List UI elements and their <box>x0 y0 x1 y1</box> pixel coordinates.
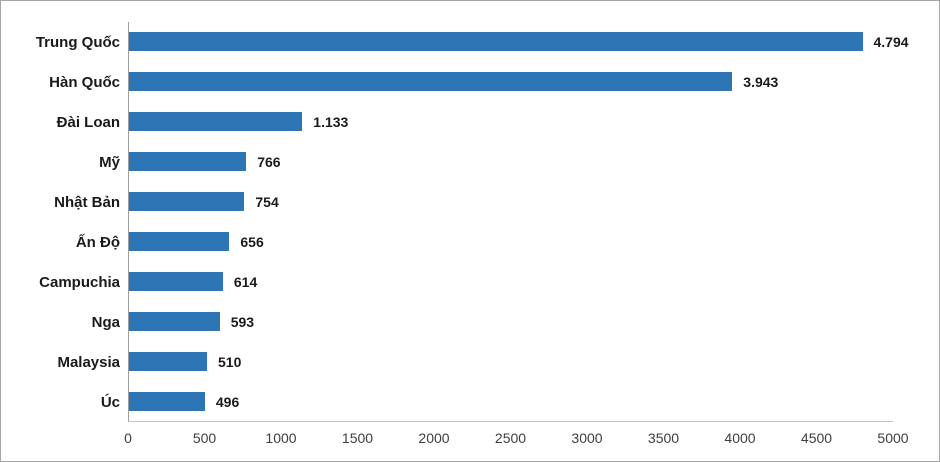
value-label: 754 <box>255 194 279 210</box>
bar-row: Campuchia 614 <box>39 262 893 302</box>
value-label: 3.943 <box>743 74 779 90</box>
x-tick-label: 2000 <box>418 430 450 446</box>
x-axis: 0 500 1000 1500 2000 2500 3000 3500 4000 4500 5000 <box>124 430 908 450</box>
category-label: Úc <box>100 393 120 411</box>
value-label: 4.794 <box>873 34 909 50</box>
x-tick-label: 1000 <box>265 430 297 446</box>
category-label: Mỹ <box>99 153 120 171</box>
category-label: Hàn Quốc <box>49 73 120 91</box>
bar <box>129 32 863 51</box>
value-label: 510 <box>218 354 242 370</box>
bar <box>129 72 733 91</box>
value-label: 496 <box>215 394 240 410</box>
bar <box>129 232 230 251</box>
bar <box>129 392 205 411</box>
plot-area: Trung Quốc 4.794 Hàn Quốc 3.943 Đài Loan 1.13… <box>36 22 909 422</box>
bar <box>129 312 220 331</box>
bar-row: Đài Loan 1.133 <box>57 102 893 142</box>
x-tick-label: 4500 <box>800 430 833 446</box>
category-label: Nga <box>91 313 120 331</box>
bar <box>129 112 303 131</box>
bar-row: Mỹ 766 <box>99 142 893 182</box>
bar <box>129 192 245 211</box>
category-label: Campuchia <box>39 273 120 291</box>
bar-row: Hàn Quốc 3.943 <box>49 62 893 102</box>
bar-row: Ấn Độ 656 <box>76 222 893 262</box>
x-tick-label: 4000 <box>724 430 756 446</box>
category-label: Nhật Bản <box>54 193 120 211</box>
bar <box>129 352 207 371</box>
x-tick-label: 3000 <box>571 430 603 446</box>
value-label: 1.133 <box>313 114 349 130</box>
x-tick-label: 2500 <box>494 430 527 446</box>
value-label: 614 <box>233 274 258 290</box>
bar-row: Nga 593 <box>92 302 893 342</box>
value-label: 593 <box>230 314 255 330</box>
x-tick-label: 5000 <box>877 430 909 446</box>
category-label: Ấn Độ <box>75 233 120 251</box>
bar <box>129 152 247 171</box>
x-tick-label: 500 <box>192 430 217 446</box>
category-label: Trung Quốc <box>35 33 120 51</box>
value-label: 656 <box>240 234 264 250</box>
bar-row: Malaysia 510 <box>57 342 893 382</box>
bar-row: Nhật Bản 754 <box>54 182 893 222</box>
category-label: Đài Loan <box>56 113 120 131</box>
x-tick-label: 0 <box>124 430 132 446</box>
bar-row: Úc 496 <box>101 382 893 422</box>
x-tick-label: 1500 <box>341 430 374 446</box>
value-label: 766 <box>257 154 281 170</box>
bar-row: Trung Quốc 4.794 <box>36 22 909 62</box>
x-tick-label: 3500 <box>647 430 680 446</box>
bar <box>129 272 223 291</box>
category-label: Malaysia <box>57 353 120 371</box>
